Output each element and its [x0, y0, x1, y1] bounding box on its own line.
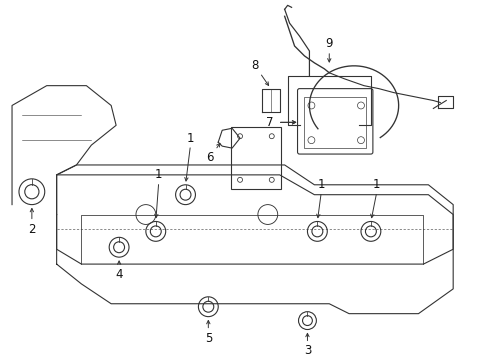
Text: 1: 1 — [155, 168, 163, 181]
Text: 8: 8 — [251, 59, 259, 72]
Text: 6: 6 — [207, 150, 214, 163]
Text: 4: 4 — [115, 267, 123, 280]
Text: 9: 9 — [325, 36, 333, 50]
Text: 3: 3 — [304, 344, 311, 357]
Text: 7: 7 — [266, 116, 273, 129]
Text: 1: 1 — [373, 178, 381, 191]
Text: 2: 2 — [28, 223, 36, 236]
Text: 1: 1 — [318, 178, 325, 191]
Text: 5: 5 — [205, 332, 212, 345]
Text: 1: 1 — [187, 132, 194, 145]
